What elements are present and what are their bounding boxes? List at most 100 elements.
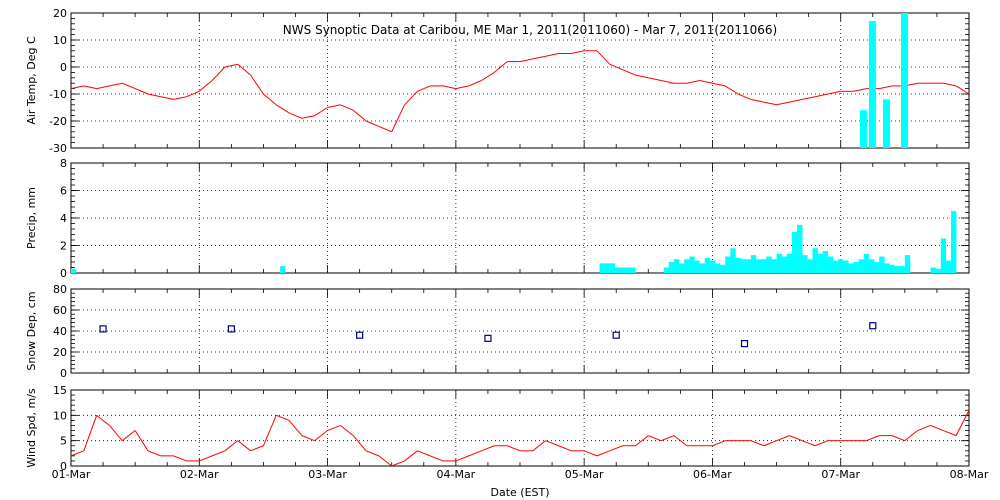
line-segment	[955, 410, 970, 436]
line-segment	[404, 90, 418, 106]
line-segment	[635, 74, 649, 79]
precip-bar	[709, 260, 716, 273]
y-tick-label: 40	[53, 325, 67, 338]
precip-bar	[807, 259, 813, 273]
line-segment	[802, 440, 816, 447]
line-segment	[288, 112, 303, 119]
x-tick-label: 01-Mar	[52, 468, 91, 481]
line-segment	[750, 440, 764, 447]
precip-bar	[884, 263, 890, 273]
line-segment	[943, 430, 957, 437]
x-tick-label: 07-Mar	[821, 468, 860, 481]
precip-bar	[853, 262, 859, 273]
precip-bar	[879, 256, 885, 273]
y-tick-label: 0	[60, 367, 67, 380]
line-segment	[596, 50, 611, 65]
line-segment	[468, 450, 482, 457]
precip-bar	[689, 256, 695, 273]
y-tick-label: 0	[60, 460, 67, 473]
precip-bar	[904, 255, 911, 273]
line-segment	[712, 82, 726, 87]
line-segment	[70, 450, 85, 457]
panel-frame	[70, 389, 970, 467]
line-segment	[301, 435, 315, 442]
snow-depth-point	[227, 325, 235, 333]
precip-bar	[720, 264, 726, 273]
line-segment	[391, 104, 405, 133]
line-segment	[378, 455, 393, 467]
snow-depth-point	[484, 334, 492, 342]
y-tick-label: 2	[60, 240, 67, 253]
line-segment	[763, 101, 777, 106]
precip-bar	[740, 259, 746, 273]
line-segment	[699, 80, 713, 84]
precip-bar	[951, 211, 957, 273]
y-tick-label: 5	[60, 435, 67, 448]
x-tick-label: 03-Mar	[308, 468, 347, 481]
line-segment	[609, 63, 623, 71]
line-segment	[134, 88, 149, 95]
line-segment	[789, 98, 803, 103]
precip-bar	[599, 263, 605, 273]
line-segment	[904, 430, 918, 442]
line-segment	[70, 85, 84, 90]
precip-bar	[730, 248, 736, 273]
line-segment	[571, 50, 585, 54]
line-segment	[122, 82, 136, 90]
line-segment	[558, 445, 572, 452]
precip-bar	[630, 267, 636, 273]
line-segment	[173, 96, 187, 100]
line-segment	[378, 125, 392, 133]
y-axis-label: Snow Dep, cm	[25, 291, 38, 370]
precip-bar	[609, 263, 616, 273]
y-tick-label: -20	[49, 115, 67, 128]
line-segment	[224, 63, 238, 68]
y-tick-label: 6	[60, 185, 67, 198]
overflow-precip-bar	[868, 21, 876, 149]
precip-bar	[802, 255, 808, 273]
x-tick-label: 06-Mar	[693, 468, 732, 481]
line-segment	[763, 440, 777, 447]
line-segment	[686, 80, 700, 84]
line-segment	[827, 90, 841, 95]
line-segment	[365, 450, 380, 457]
precip-bar	[930, 267, 936, 273]
snow-depth-point	[740, 340, 749, 348]
line-segment	[481, 71, 495, 81]
precip-bar	[776, 253, 782, 273]
line-segment	[109, 82, 123, 87]
line-segment	[660, 435, 675, 442]
precip-bar	[699, 263, 705, 273]
line-segment	[596, 450, 610, 457]
precip-bar	[843, 260, 849, 273]
snow-depth-point	[869, 322, 877, 330]
precip-bar	[750, 255, 757, 273]
line-segment	[776, 435, 790, 442]
precip-bar	[625, 267, 631, 273]
line-segment	[455, 455, 469, 462]
line-segment	[262, 415, 277, 446]
line-segment	[417, 85, 431, 92]
precip-bar	[714, 263, 721, 273]
line-segment	[417, 450, 431, 457]
line-segment	[211, 450, 226, 457]
snow-depth-point	[612, 331, 620, 339]
precip-bar	[679, 263, 685, 273]
x-tick-label: 05-Mar	[565, 468, 604, 481]
y-tick-label: 4	[60, 212, 67, 225]
line-segment	[275, 104, 290, 114]
line-segment	[211, 66, 226, 81]
line-segment	[494, 61, 508, 73]
snow-depth-point	[356, 331, 364, 339]
precip-bar	[725, 256, 731, 273]
x-tick-label: 08-Mar	[950, 468, 989, 481]
line-segment	[545, 53, 559, 57]
y-tick-label: 10	[53, 409, 67, 422]
line-segment	[224, 440, 239, 452]
x-tick-label: 04-Mar	[436, 468, 475, 481]
precip-bar	[704, 257, 711, 273]
precip-bar	[745, 259, 752, 273]
y-tick-label: 20	[53, 7, 67, 20]
line-segment	[661, 80, 675, 84]
precip-bar	[833, 260, 839, 273]
